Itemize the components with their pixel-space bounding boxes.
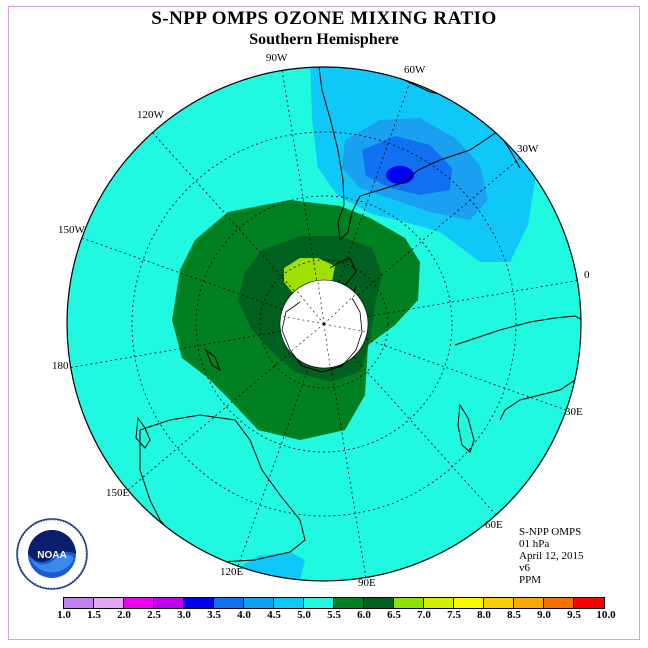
- colorbar-tick-label: 8.0: [477, 609, 491, 621]
- colorbar-tick-label: 4.0: [237, 609, 251, 621]
- colorbar-tick-label: 7.0: [417, 609, 431, 621]
- field-3p0: [362, 136, 452, 195]
- colorbar-tick-label: 3.5: [207, 609, 221, 621]
- noaa-logo: NOAA: [16, 518, 88, 590]
- colorbar-swatch: [394, 598, 424, 608]
- colorbar-swatch: [424, 598, 454, 608]
- colorbar-tick-label: 8.5: [507, 609, 521, 621]
- colorbar-tick-label: 2.0: [117, 609, 131, 621]
- lon-label-120w: 120W: [137, 109, 164, 121]
- colorbar-swatch: [154, 598, 184, 608]
- colorbar-swatch: [484, 598, 514, 608]
- colorbar-tick-label: 10.0: [596, 609, 616, 621]
- colorbar-swatch: [364, 598, 394, 608]
- info-block: S-NPP OMPS 01 hPa April 12, 2015 v6 PPM: [519, 526, 583, 586]
- plot-frame: [8, 6, 640, 640]
- colorbar-tick-label: 9.0: [537, 609, 551, 621]
- colorbar-tick-label: 1.0: [57, 609, 71, 621]
- colorbar-swatch: [124, 598, 154, 608]
- lon-label-60w: 60W: [404, 64, 426, 76]
- map-boundary: [66, 66, 582, 582]
- map-title: S-NPP OMPS OZONE MIXING RATIO: [151, 8, 497, 29]
- colorbar-ticks: 1.0 1.5 2.0 2.5 3.0 3.5 4.0 4.5 5.0 5.5 6.0 6.5 7.0 7…: [53, 609, 616, 623]
- lon-label-150w: 150W: [58, 224, 85, 236]
- colorbar-swatch: [544, 598, 574, 608]
- colorbar-swatch: [94, 598, 124, 608]
- colorbar-swatch: [514, 598, 544, 608]
- colorbar-tick-label: 7.5: [447, 609, 461, 621]
- colorbar-swatch: [304, 598, 334, 608]
- map-subtitle: Southern Hemisphere: [249, 31, 399, 48]
- lon-label-30w: 30W: [517, 143, 539, 155]
- info-instrument: S-NPP OMPS: [519, 526, 582, 538]
- lon-label-150e: 150E: [106, 487, 130, 499]
- colorbar-swatch: [184, 598, 214, 608]
- colorbar-tick-label: 2.5: [147, 609, 161, 621]
- colorbar-tick-label: 4.5: [267, 609, 281, 621]
- info-units: PPM: [519, 574, 542, 586]
- colorbar-tick-label: 9.5: [567, 609, 581, 621]
- info-version: v6: [519, 562, 530, 574]
- logo-text: NOAA: [37, 550, 66, 561]
- colorbar-tick-label: 3.0: [177, 609, 191, 621]
- colorbar-swatch: [64, 598, 94, 608]
- colorbar-tick-label: 6.5: [387, 609, 401, 621]
- colorbar-swatch: [454, 598, 484, 608]
- lon-label-0: 0: [584, 269, 590, 281]
- field-2p5: [386, 166, 414, 184]
- info-level: 01 hPa: [519, 538, 550, 550]
- colorbar-tick-label: 5.0: [297, 609, 311, 621]
- lon-label-90e: 90E: [358, 577, 376, 589]
- graticule: [67, 69, 581, 579]
- colorbar-swatch: [214, 598, 244, 608]
- colorbar-swatch: [274, 598, 304, 608]
- lon-label-90w: 90W: [266, 52, 288, 64]
- colorbar-tick-label: 1.5: [87, 609, 101, 621]
- colorbar-tick-label: 6.0: [357, 609, 371, 621]
- lon-label-60e: 60E: [485, 519, 503, 531]
- lon-label-180: 180: [52, 360, 69, 372]
- colorbar-swatch: [574, 598, 604, 608]
- colorbar: [63, 597, 605, 609]
- colorbar-swatch: [244, 598, 274, 608]
- colorbar-swatch: [334, 598, 364, 608]
- colorbar-tick-label: 5.5: [327, 609, 341, 621]
- info-date: April 12, 2015: [519, 550, 584, 562]
- lon-label-120e: 120E: [220, 566, 244, 578]
- lon-label-30e: 30E: [565, 406, 583, 418]
